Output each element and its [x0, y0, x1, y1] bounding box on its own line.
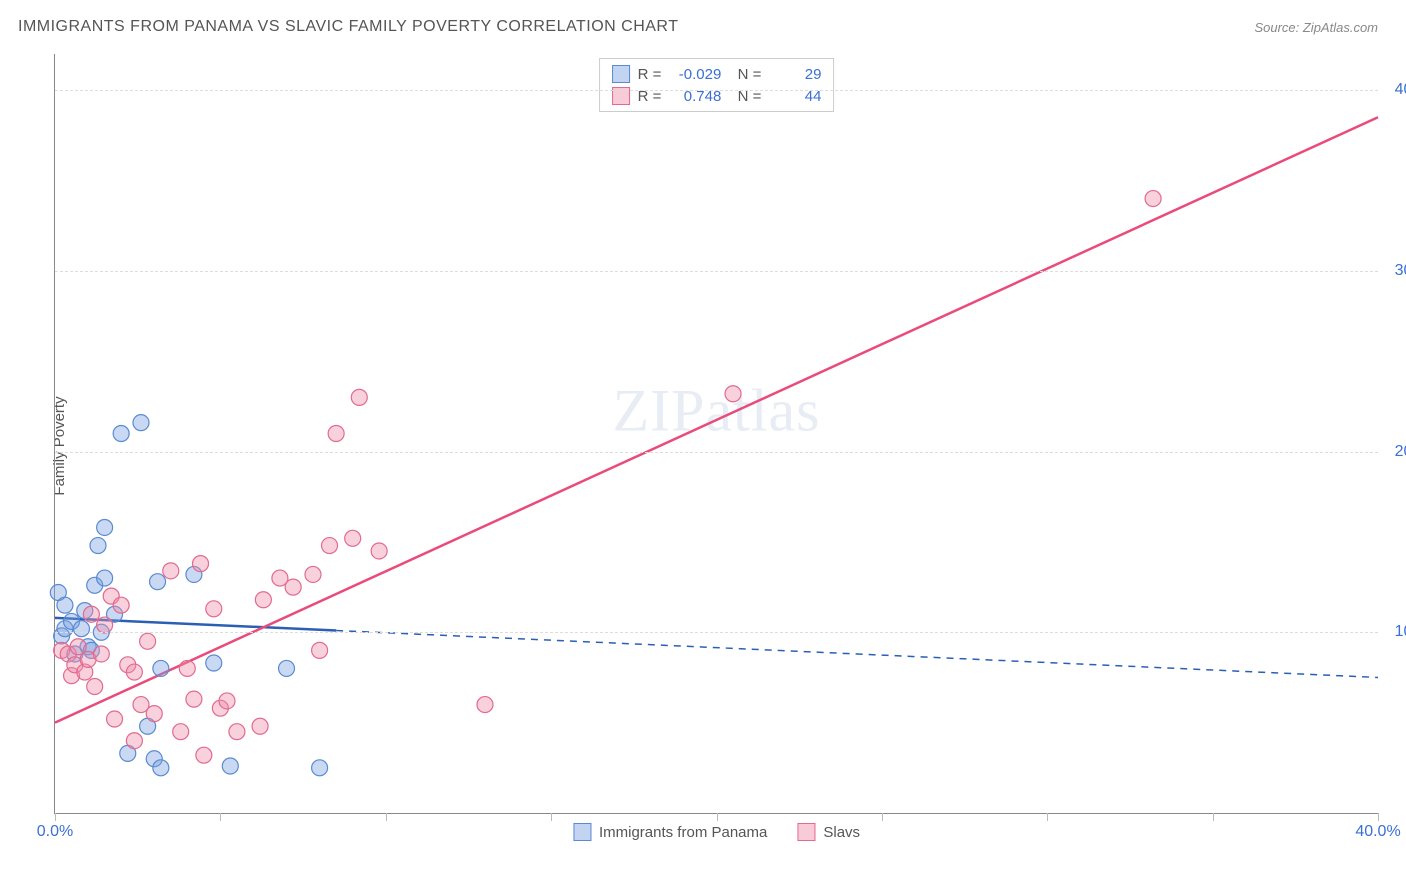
data-point	[179, 660, 195, 676]
gridline	[55, 632, 1378, 633]
legend-label: Immigrants from Panama	[599, 824, 767, 841]
gridline	[55, 90, 1378, 91]
data-point	[322, 538, 338, 554]
x-tick	[220, 813, 221, 821]
x-tick	[55, 813, 56, 821]
data-point	[252, 718, 268, 734]
y-tick-label: 30.0%	[1385, 262, 1406, 280]
data-point	[83, 606, 99, 622]
data-point	[196, 747, 212, 763]
data-point	[126, 664, 142, 680]
data-point	[312, 760, 328, 776]
series-legend: Immigrants from Panama Slavs	[573, 823, 860, 841]
y-tick-label: 10.0%	[1385, 623, 1406, 641]
data-point	[305, 566, 321, 582]
gridline	[55, 452, 1378, 453]
data-point	[371, 543, 387, 559]
x-tick	[1047, 813, 1048, 821]
data-point	[90, 538, 106, 554]
swatch-icon	[797, 823, 815, 841]
data-point	[140, 633, 156, 649]
source-attribution: Source: ZipAtlas.com	[1254, 20, 1378, 35]
gridline	[55, 271, 1378, 272]
x-tick-label: 0.0%	[37, 823, 73, 841]
data-point	[97, 570, 113, 586]
x-tick	[1213, 813, 1214, 821]
data-point	[222, 758, 238, 774]
data-point	[328, 426, 344, 442]
chart-title: IMMIGRANTS FROM PANAMA VS SLAVIC FAMILY …	[18, 18, 678, 36]
x-tick	[717, 813, 718, 821]
data-point	[126, 733, 142, 749]
data-point	[133, 415, 149, 431]
legend-item: Slavs	[797, 823, 860, 841]
data-point	[113, 426, 129, 442]
data-point	[107, 711, 123, 727]
data-point	[97, 617, 113, 633]
x-tick	[551, 813, 552, 821]
y-tick-label: 40.0%	[1385, 81, 1406, 99]
data-point	[285, 579, 301, 595]
data-point	[206, 601, 222, 617]
data-point	[345, 530, 361, 546]
data-point	[1145, 191, 1161, 207]
data-point	[173, 724, 189, 740]
data-point	[477, 697, 493, 713]
data-point	[146, 706, 162, 722]
legend-label: Slavs	[823, 824, 860, 841]
data-point	[351, 389, 367, 405]
data-point	[186, 691, 202, 707]
data-point	[206, 655, 222, 671]
data-point	[312, 642, 328, 658]
data-point	[97, 519, 113, 535]
x-tick	[882, 813, 883, 821]
data-point	[229, 724, 245, 740]
legend-item: Immigrants from Panama	[573, 823, 767, 841]
data-point	[73, 621, 89, 637]
data-point	[57, 597, 73, 613]
y-tick-label: 20.0%	[1385, 443, 1406, 461]
data-point	[219, 693, 235, 709]
data-point	[255, 592, 271, 608]
data-point	[87, 679, 103, 695]
data-point	[153, 760, 169, 776]
data-point	[93, 646, 109, 662]
x-tick-label: 40.0%	[1355, 823, 1400, 841]
data-point	[153, 660, 169, 676]
chart-svg	[55, 54, 1378, 813]
plot-area: ZIPatlas R = -0.029 N = 29 R = 0.748 N =…	[54, 54, 1378, 814]
data-point	[163, 563, 179, 579]
data-point	[725, 386, 741, 402]
data-point	[113, 597, 129, 613]
trend-line-extrapolated	[336, 631, 1378, 678]
data-point	[150, 574, 166, 590]
data-point	[279, 660, 295, 676]
data-point	[193, 556, 209, 572]
x-tick	[1378, 813, 1379, 821]
swatch-icon	[573, 823, 591, 841]
x-tick	[386, 813, 387, 821]
